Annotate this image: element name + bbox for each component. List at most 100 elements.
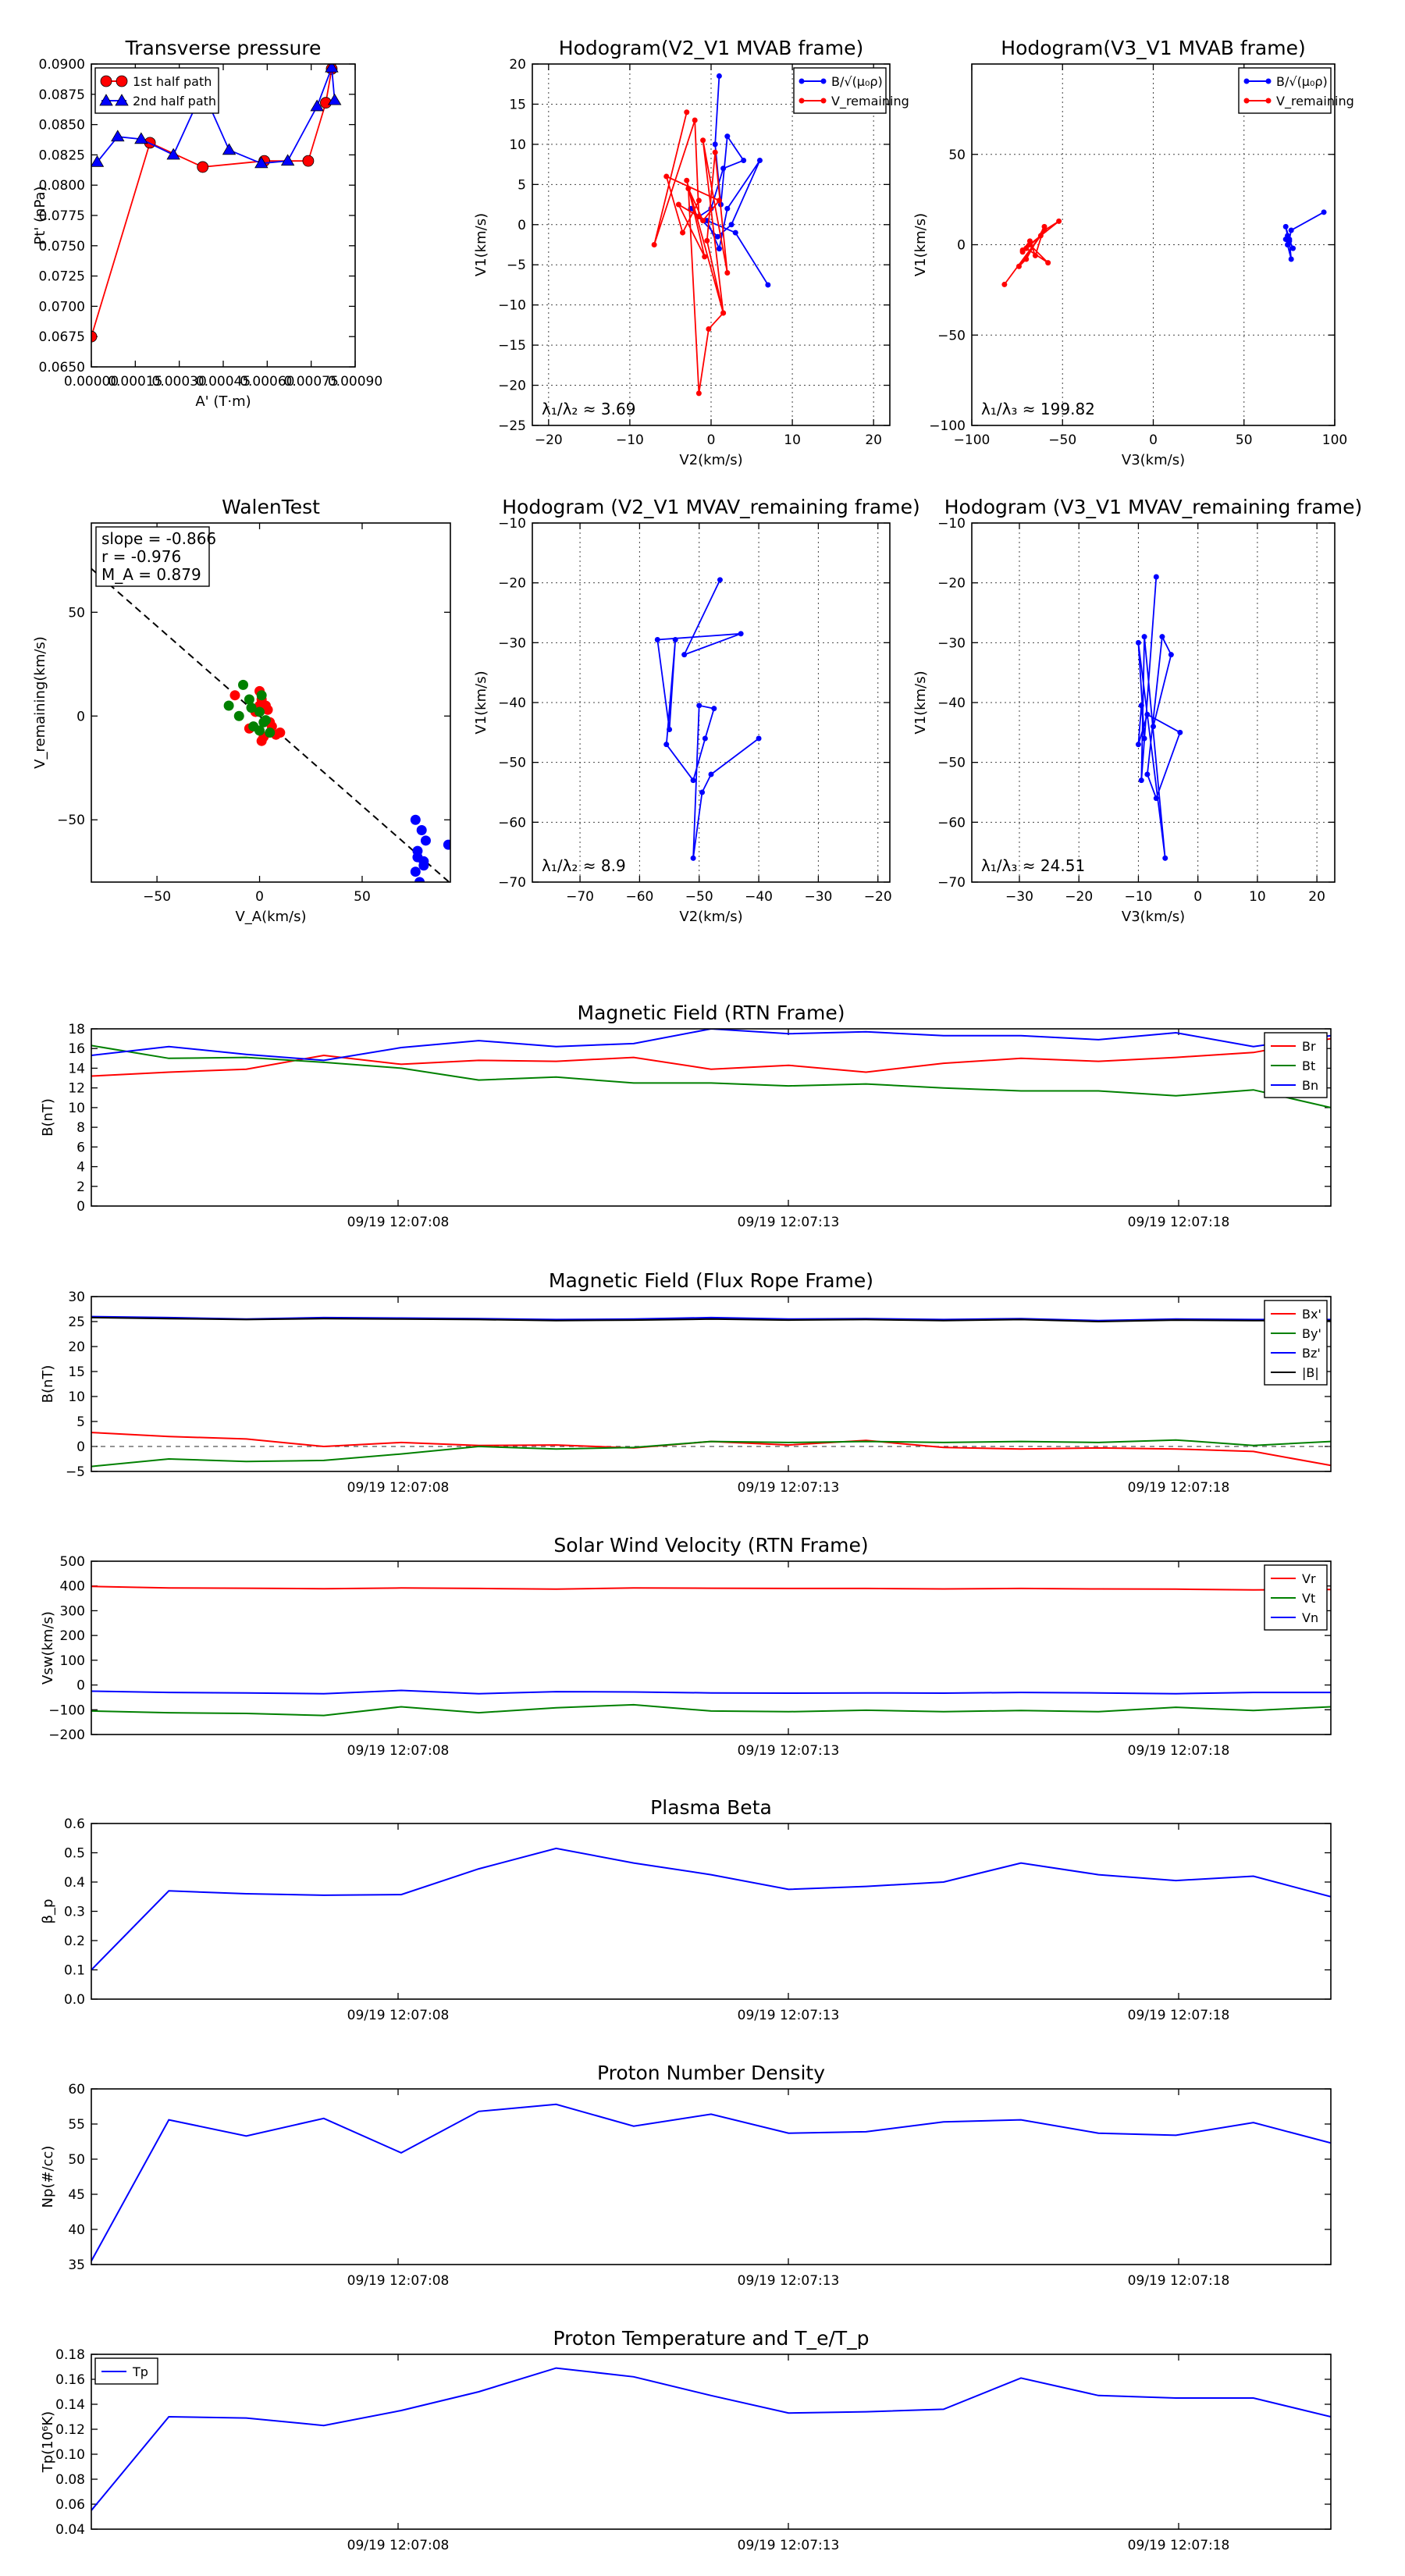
legend: B/√(μ₀ρ) V_remaining — [1238, 67, 1354, 114]
y-tick-label: 0 — [76, 1199, 85, 1215]
data-point — [1056, 218, 1062, 224]
data-point — [256, 735, 267, 746]
legend-marker — [1265, 78, 1272, 84]
series-line — [91, 1585, 1331, 1591]
y-tick-label: −20 — [937, 576, 966, 592]
chart-t1: Magnetic Field (RTN Frame) 09/19 12:07:08… — [40, 1002, 1332, 1230]
legend-label: Vn — [1302, 1610, 1318, 1625]
y-tick-label: 15 — [509, 97, 526, 112]
data-point — [690, 777, 696, 784]
data-point — [1168, 652, 1174, 658]
plot-area — [91, 1315, 1331, 1468]
x-axis-label: V_A(km/s) — [235, 909, 306, 925]
y-tick-label: 400 — [60, 1579, 85, 1595]
series-green — [223, 679, 276, 738]
chart-p3: Hodogram(V3_V1 MVAB frame) −100 −50 0 50 100 −… — [912, 37, 1354, 468]
y-tick-label: −10 — [498, 516, 526, 532]
x-tick-label: 0.00030 — [152, 374, 207, 390]
y-tick-label: −200 — [48, 1727, 85, 1743]
y-tick-label: 0.3 — [64, 1905, 85, 1920]
legend-marker — [115, 94, 129, 106]
data-point — [414, 877, 425, 882]
data-point — [654, 637, 660, 642]
y-tick-label: 14 — [68, 1061, 85, 1076]
y-tick-label: 18 — [68, 1022, 85, 1037]
legend-marker — [100, 75, 112, 87]
series-|B| — [91, 1316, 1331, 1323]
chart-title: Magnetic Field (Flux Rope Frame) — [549, 1269, 873, 1292]
y-tick-label: 10 — [68, 1101, 85, 1116]
y-tick-label: 100 — [60, 1653, 85, 1669]
x-tick-label: 100 — [1322, 432, 1347, 448]
chart-t3: Solar Wind Velocity (RTN Frame) 09/19 12:… — [40, 1534, 1332, 1759]
data-point — [702, 254, 708, 260]
y-tick-label: 50 — [68, 605, 85, 621]
x-tick-label: 0.00075 — [284, 374, 339, 390]
data-point — [1135, 639, 1141, 646]
y-tick-label: 0.5 — [64, 1846, 85, 1862]
legend-marker — [820, 78, 827, 84]
y-tick-label: 0.14 — [55, 2397, 85, 2413]
data-point — [711, 706, 717, 712]
legend-marker — [116, 75, 128, 87]
y-tick-label: 0.0675 — [39, 329, 85, 345]
data-point — [696, 703, 702, 709]
x-tick-label: 09/19 12:07:08 — [347, 1215, 450, 1230]
y-tick-label: −100 — [929, 418, 966, 434]
y-tick-label: 0.4 — [64, 1875, 85, 1891]
y-tick-label: 35 — [68, 2258, 85, 2273]
y-tick-label: −25 — [498, 418, 526, 434]
data-point — [738, 631, 744, 637]
y-tick-label: 30 — [68, 1290, 85, 1305]
series-line — [1137, 576, 1181, 859]
y-tick-label: 0 — [518, 218, 526, 233]
x-tick-label: 09/19 12:07:18 — [1128, 1480, 1230, 1496]
data-point — [328, 93, 342, 105]
data-point — [1016, 263, 1022, 269]
data-point — [667, 727, 673, 732]
y-tick-label: 0.0750 — [39, 239, 85, 254]
y-tick-label: −60 — [937, 815, 966, 831]
data-point — [695, 197, 702, 204]
data-point — [280, 154, 295, 166]
y-axis-label: Tp(10⁶K) — [40, 2411, 56, 2473]
data-point — [684, 109, 690, 116]
y-tick-label: −20 — [498, 379, 526, 394]
data-point — [262, 704, 273, 715]
data-point — [420, 835, 431, 846]
y-axis-label: V1(km/s) — [912, 213, 929, 276]
chart-t2: Magnetic Field (Flux Rope Frame) 09/19 12… — [40, 1269, 1332, 1496]
x-tick-label: 0.00000 — [64, 374, 119, 390]
x-tick-label: 09/19 12:07:13 — [738, 1480, 840, 1496]
x-tick-label: 0.00060 — [240, 374, 294, 390]
data-point — [410, 866, 421, 877]
x-tick-label: 09/19 12:07:13 — [738, 2538, 840, 2553]
x-axis-label: V2(km/s) — [679, 909, 742, 925]
data-point — [1290, 245, 1297, 251]
x-tick-label: 0.00090 — [328, 374, 382, 390]
legend-label: B/√(μ₀ρ) — [831, 74, 883, 89]
chart-p2: Hodogram(V2_V1 MVAB frame) −20 −10 0 10 20 −25… — [473, 37, 909, 468]
x-tick-label: −20 — [535, 432, 563, 448]
y-tick-label: −20 — [498, 576, 526, 592]
data-point — [1285, 242, 1291, 247]
chart-p5: Hodogram (V2_V1 MVAV_remaining frame) −70… — [473, 496, 920, 925]
y-axis-label: V1(km/s) — [473, 671, 489, 734]
axes-frame — [91, 63, 356, 368]
data-point — [675, 201, 681, 208]
data-point — [663, 173, 670, 180]
y-tick-label: 15 — [68, 1364, 85, 1380]
legend: Br Bt Bn — [1264, 1032, 1328, 1098]
x-tick-label: 0.00045 — [196, 374, 251, 390]
data-point — [254, 725, 265, 736]
data-point — [690, 855, 696, 861]
legend-label: V_remaining — [831, 94, 909, 109]
y-tick-label: −30 — [498, 635, 526, 651]
data-point — [410, 814, 421, 825]
series-V_remaining — [651, 109, 731, 397]
data-point — [1138, 703, 1144, 709]
series-line — [91, 1847, 1331, 1971]
data-point — [1032, 252, 1038, 258]
y-tick-label: 0.0650 — [39, 360, 85, 375]
